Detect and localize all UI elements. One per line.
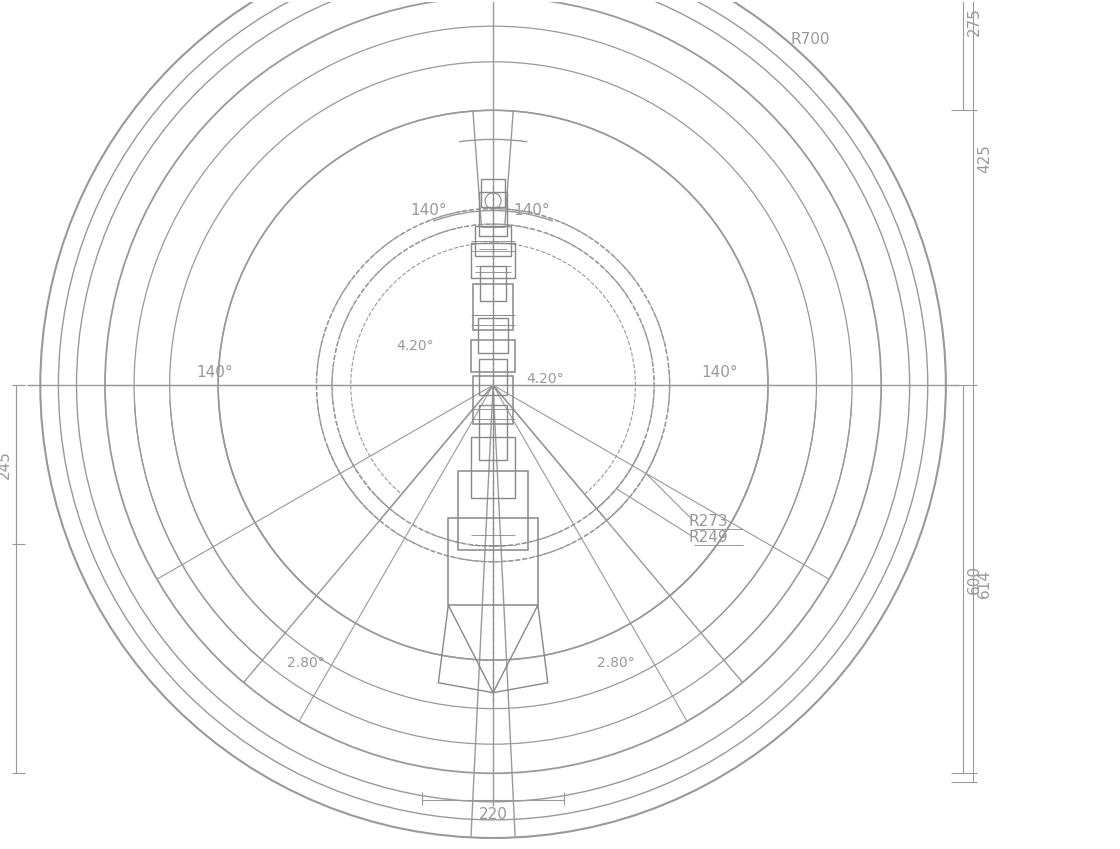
Text: 425: 425 <box>977 144 992 173</box>
Text: R700: R700 <box>791 31 830 47</box>
Text: 140°: 140° <box>701 365 738 380</box>
Text: 2.80°: 2.80° <box>287 656 325 671</box>
Bar <box>472 243 515 278</box>
Bar <box>482 179 505 207</box>
Bar <box>473 376 513 424</box>
Text: 600: 600 <box>968 565 982 593</box>
Text: 220: 220 <box>478 807 507 822</box>
Bar <box>478 318 508 353</box>
Text: 140°: 140° <box>514 203 550 218</box>
Bar <box>458 470 528 550</box>
Text: R249: R249 <box>689 530 728 545</box>
Text: 4.20°: 4.20° <box>526 372 563 385</box>
Text: 140°: 140° <box>410 203 447 218</box>
Text: 140°: 140° <box>197 365 233 380</box>
Bar <box>472 436 515 498</box>
Bar <box>479 192 507 236</box>
Bar <box>448 518 538 605</box>
Bar <box>473 284 513 330</box>
Bar <box>475 226 511 256</box>
Bar <box>479 405 507 459</box>
Text: 275: 275 <box>968 7 982 36</box>
Text: R273: R273 <box>689 514 728 529</box>
Bar <box>472 340 515 372</box>
Text: 2.80°: 2.80° <box>597 656 635 671</box>
Bar <box>480 267 506 301</box>
Text: 614: 614 <box>977 570 992 599</box>
Bar <box>479 359 507 395</box>
Text: 245: 245 <box>0 450 12 479</box>
Text: 4.20°: 4.20° <box>396 340 435 353</box>
